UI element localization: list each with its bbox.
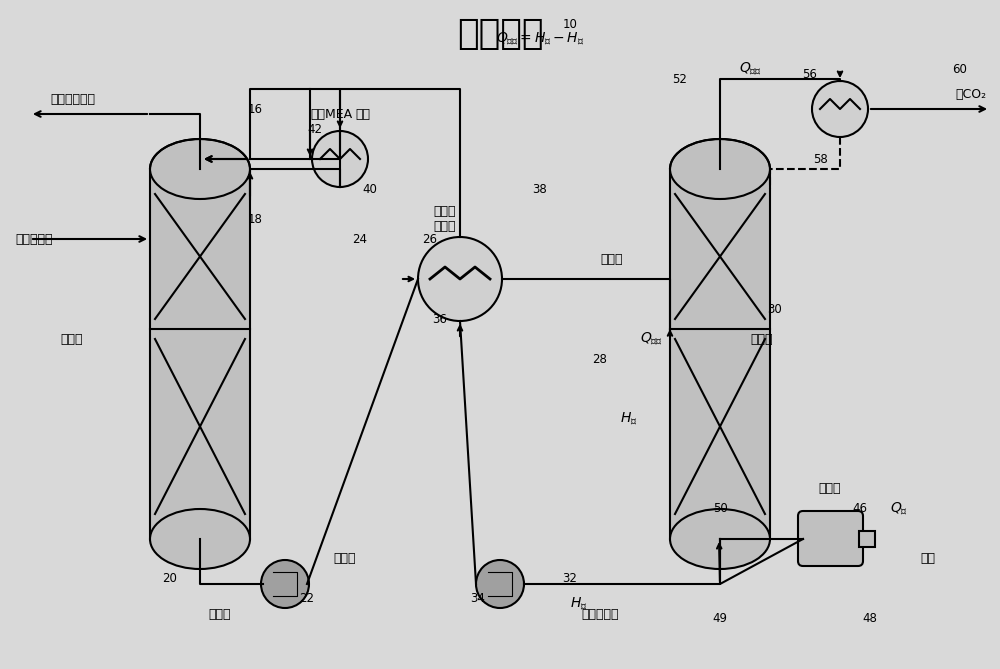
Text: 热的贫溶液: 热的贫溶液 [581,607,619,621]
Text: 蒸汽: 蒸汽 [920,553,935,565]
Text: 交叉热
交换器: 交叉热 交换器 [434,205,456,233]
Text: 24: 24 [353,233,368,246]
Text: 18: 18 [248,213,262,225]
Text: 58: 58 [813,153,827,165]
Text: 净化的烟道气: 净化的烟道气 [50,92,95,106]
Text: 补充MEA: 补充MEA [310,108,352,120]
Text: 吸收塔: 吸收塔 [60,332,83,345]
Text: 10: 10 [563,17,577,31]
Text: $H_{贫}$: $H_{贫}$ [570,595,587,612]
Text: 富溶液: 富溶液 [209,607,231,621]
Text: $Q_{显热}=H_{贫}-H_{富}$: $Q_{显热}=H_{贫}-H_{富}$ [496,31,584,47]
Text: 再沸器: 再沸器 [819,482,841,496]
Text: 富溶液: 富溶液 [600,252,622,266]
Ellipse shape [670,139,770,199]
Text: 纯CO₂: 纯CO₂ [955,88,986,100]
Ellipse shape [670,509,770,569]
Text: 49: 49 [712,613,728,626]
Text: 汽提塔: 汽提塔 [750,332,772,345]
Text: 42: 42 [308,122,323,136]
Circle shape [312,131,368,187]
Text: 52: 52 [673,72,687,86]
Text: 30: 30 [768,302,782,316]
Polygon shape [859,531,875,547]
Text: 16: 16 [248,102,263,116]
Text: 28: 28 [593,353,607,365]
Text: 26: 26 [423,233,438,246]
Text: 冷却: 冷却 [355,108,370,120]
Text: 38: 38 [533,183,547,195]
Text: $Q_{汽提}$: $Q_{汽提}$ [739,61,761,78]
Text: 36: 36 [433,312,447,326]
Text: 22: 22 [300,593,315,605]
Text: 32: 32 [563,573,577,585]
Text: 60: 60 [953,62,967,76]
Text: 现有技术: 现有技术 [457,17,543,51]
Polygon shape [670,169,770,539]
Circle shape [476,560,524,608]
Text: 20: 20 [163,573,177,585]
Text: 34: 34 [471,593,485,605]
Circle shape [418,237,502,321]
Ellipse shape [150,509,250,569]
Text: 50: 50 [713,502,727,516]
Text: 原料烟道气: 原料烟道气 [15,233,53,246]
Ellipse shape [150,139,250,199]
Text: $H_{富}$: $H_{富}$ [620,411,637,427]
Text: $Q_{反应}$: $Q_{反应}$ [640,330,663,347]
Text: 40: 40 [363,183,377,195]
Text: 贫溶液: 贫溶液 [334,553,356,565]
FancyBboxPatch shape [798,511,863,566]
Circle shape [261,560,309,608]
Text: 48: 48 [863,613,877,626]
Text: 56: 56 [803,68,817,80]
Polygon shape [150,169,250,539]
Text: $Q_{总}$: $Q_{总}$ [890,500,908,517]
Text: 46: 46 [852,502,868,516]
Circle shape [812,81,868,137]
